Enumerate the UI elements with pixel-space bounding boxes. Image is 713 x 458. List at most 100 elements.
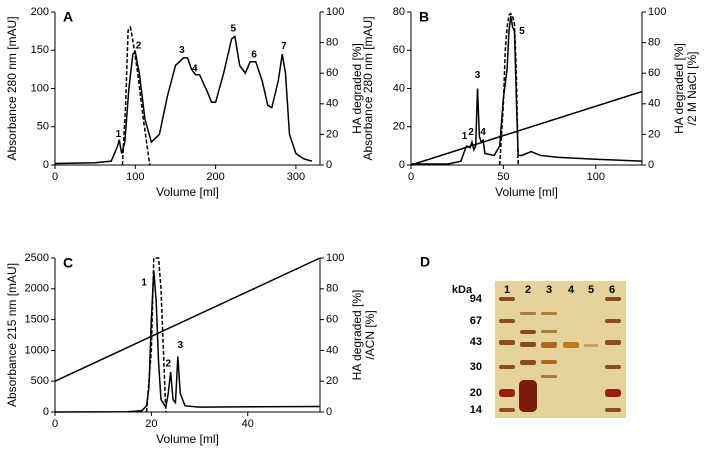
y-tick-label: 1500 (25, 314, 49, 326)
marker-label: 20 (470, 387, 482, 399)
x-axis-title: Volume [ml] (495, 185, 558, 199)
x-tick-label: 20 (145, 418, 157, 430)
gel-bands (499, 297, 621, 412)
line (54, 270, 321, 413)
y2-tick-label: 80 (648, 37, 660, 49)
gel-unit: kDa (452, 284, 473, 296)
gel (495, 281, 626, 418)
x-axis-title: Volume [ml] (156, 185, 219, 199)
y-tick-label: 0 (43, 406, 49, 418)
peak-label: 3 (475, 70, 481, 81)
lane-label: 6 (609, 284, 615, 296)
y2-tick-label: 20 (326, 128, 338, 140)
y-tick-label: 100 (31, 82, 49, 94)
y2-tick-label: 0 (326, 406, 332, 418)
panel-label: A (63, 9, 73, 25)
y-tick-label: 0 (399, 159, 405, 171)
y2-tick-label: 60 (326, 314, 338, 326)
y2-tick-label: 0 (648, 159, 654, 171)
marker-label: 43 (470, 336, 482, 348)
y2-tick-label: 80 (326, 37, 338, 49)
y-tick-label: 60 (393, 44, 405, 56)
peak-label: 5 (519, 26, 525, 37)
peak-label: 7 (281, 41, 287, 52)
peak-label: 2 (468, 127, 474, 138)
dashed-line (498, 12, 519, 166)
y2-tick-label: 40 (326, 98, 338, 110)
y2-axis-title: /2 M NaCl [%] (685, 51, 699, 125)
y2-axis-title: HA degraded [%] (350, 43, 364, 134)
x-tick-label: 100 (126, 171, 144, 183)
peak-label: 4 (480, 127, 486, 138)
y-tick-label: 2500 (25, 252, 49, 264)
line (410, 90, 643, 166)
peak-label: 1 (141, 277, 147, 288)
x-tick-label: 40 (242, 418, 254, 430)
line (411, 15, 643, 165)
y-tick-label: 50 (37, 121, 49, 133)
panel-label: B (419, 9, 429, 25)
y2-tick-label: 40 (326, 344, 338, 356)
lane-label: 5 (588, 284, 594, 296)
y-tick-label: 2000 (25, 283, 49, 295)
line (54, 35, 313, 165)
y2-axis-title: /ACN [%] (363, 310, 377, 359)
lane-label: 4 (568, 284, 575, 296)
y2-tick-label: 100 (326, 6, 344, 18)
y-tick-label: 20 (393, 121, 405, 133)
peak-label: 5 (230, 23, 236, 34)
x-tick-label: 0 (408, 171, 414, 183)
y-axis-title: Absorbance 280 nm [mAU] (5, 16, 19, 160)
peak-label: 3 (179, 45, 185, 56)
panel-label: C (63, 255, 73, 271)
y-tick-label: 80 (393, 6, 405, 18)
y2-tick-label: 100 (648, 6, 666, 18)
y-axis-title: Absorbance 215 nm [mAU] (5, 263, 19, 407)
y2-tick-label: 100 (326, 252, 344, 264)
peak-label: 6 (251, 49, 257, 60)
x-tick-label: 300 (287, 171, 305, 183)
y2-tick-label: 20 (326, 375, 338, 387)
y-tick-label: 150 (31, 44, 49, 56)
peak-label: 4 (192, 63, 198, 74)
y2-axis-title: HA degraded [%] (672, 43, 686, 134)
y2-axis-title: HA degraded [%] (350, 290, 364, 381)
line (54, 257, 321, 382)
lane-label: 1 (504, 284, 510, 296)
y2-tick-label: 80 (326, 283, 338, 295)
x-tick-label: 0 (52, 418, 58, 430)
panel-label: D (420, 254, 430, 270)
y-tick-label: 500 (31, 375, 49, 387)
y-tick-label: 200 (31, 6, 49, 18)
y-axis-title: Absorbance 280 nm [mAU] (361, 16, 375, 160)
chart: 0 50 100 150 200 0 20 40 60 80 100 0 100 200 300 Volume… (5, 6, 364, 199)
peak-label: 1 (462, 131, 468, 142)
marker-label: 30 (470, 361, 482, 373)
x-tick-label: 50 (497, 171, 509, 183)
lane-label: 2 (525, 284, 531, 296)
x-tick-label: 200 (206, 171, 224, 183)
y-tick-label: 40 (393, 82, 405, 94)
dashed-line (121, 25, 151, 166)
lane-label: 3 (546, 284, 552, 296)
x-axis-title: Volume [ml] (156, 432, 219, 446)
peak-label: 3 (177, 340, 183, 351)
x-tick-label: 0 (52, 171, 58, 183)
y2-tick-label: 60 (326, 67, 338, 79)
x-tick-label: 100 (587, 171, 605, 183)
marker-label: 14 (470, 404, 483, 416)
peak-label: 2 (165, 359, 171, 370)
chart: 0 20 40 60 80 0 20 40 60 80 100 0 50 100 Volume [ml] Ab… (361, 6, 699, 199)
peak-label: 1 (116, 129, 122, 140)
gel-panel: D kDa 1 2 3 4 5 6 94 67 43 30 20 14 (420, 254, 626, 418)
y2-tick-label: 40 (648, 98, 660, 110)
y-tick-label: 1000 (25, 344, 49, 356)
peak-label: 2 (136, 40, 142, 51)
y-tick-label: 0 (43, 159, 49, 171)
marker-label: 94 (470, 293, 483, 305)
y2-tick-label: 20 (648, 128, 660, 140)
dashed-line (145, 257, 167, 413)
y2-tick-label: 60 (648, 67, 660, 79)
